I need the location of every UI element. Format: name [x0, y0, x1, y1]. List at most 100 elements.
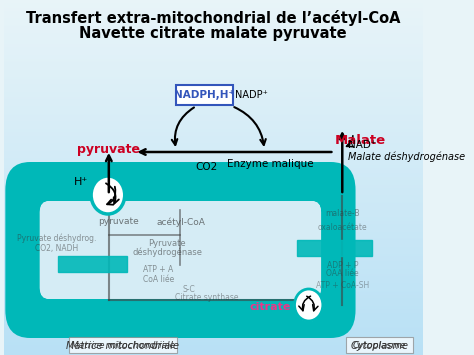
FancyBboxPatch shape [176, 85, 233, 105]
Bar [4, 254, 423, 255]
Bar [4, 192, 423, 193]
Bar [4, 36, 423, 37]
Bar [4, 152, 423, 153]
Bar [4, 79, 423, 80]
Bar [4, 313, 423, 314]
Bar [4, 260, 423, 261]
Bar [4, 220, 423, 221]
Bar [4, 163, 423, 164]
Bar [4, 18, 423, 19]
Bar [4, 273, 423, 274]
Bar [4, 323, 423, 324]
Bar [4, 158, 423, 159]
Text: déshydrogénase: déshydrogénase [132, 247, 202, 257]
Bar [4, 350, 423, 351]
Text: Matrice mitochondriale: Matrice mitochondriale [66, 341, 180, 351]
Bar [4, 287, 423, 288]
Text: CoA liée: CoA liée [143, 274, 174, 284]
Bar [4, 215, 423, 216]
Bar [4, 207, 423, 208]
Text: Cytoplasme: Cytoplasme [350, 341, 409, 351]
Bar [4, 115, 423, 116]
Bar [4, 189, 423, 190]
Bar [4, 175, 423, 176]
Bar [4, 16, 423, 17]
Text: Navette citrate malate pyruvate: Navette citrate malate pyruvate [79, 26, 347, 41]
Bar [4, 282, 423, 283]
Bar [4, 299, 423, 300]
Bar [4, 160, 423, 161]
Bar [4, 82, 423, 83]
Bar [4, 171, 423, 172]
Bar [4, 85, 423, 86]
Bar [4, 83, 423, 84]
Bar [4, 281, 423, 282]
Bar [4, 267, 423, 268]
Bar [4, 146, 423, 147]
Bar [4, 104, 423, 105]
Bar [4, 147, 423, 148]
Bar [4, 230, 423, 231]
Bar [4, 305, 423, 306]
Bar [4, 353, 423, 354]
Bar [4, 264, 423, 265]
Bar [4, 244, 423, 245]
Bar [4, 90, 423, 91]
Bar [4, 241, 423, 242]
Text: CO2, NADH: CO2, NADH [35, 244, 78, 252]
Bar [4, 156, 423, 157]
Bar [58, 256, 128, 272]
Text: pyruvate: pyruvate [98, 218, 139, 226]
Bar [4, 21, 423, 22]
Bar [4, 243, 423, 244]
Bar [4, 205, 423, 206]
Bar [4, 314, 423, 315]
Bar [4, 6, 423, 7]
Bar [4, 285, 423, 286]
Bar [4, 275, 423, 276]
Bar [4, 293, 423, 294]
Bar [4, 211, 423, 212]
Bar [4, 100, 423, 101]
Bar [4, 291, 423, 292]
Bar [4, 184, 423, 185]
Bar [4, 107, 423, 108]
Bar [4, 71, 423, 72]
Bar [4, 255, 423, 256]
Bar [4, 322, 423, 323]
Bar [4, 302, 423, 303]
Bar [4, 4, 423, 5]
Bar [4, 334, 423, 335]
Bar [4, 173, 423, 174]
FancyBboxPatch shape [69, 337, 177, 353]
Bar [4, 320, 423, 321]
Bar [4, 224, 423, 225]
Bar [4, 145, 423, 146]
Bar [4, 51, 423, 52]
Bar [4, 179, 423, 180]
Bar [4, 27, 423, 28]
Bar [4, 84, 423, 85]
Bar [4, 197, 423, 198]
Bar [4, 341, 423, 342]
Bar [4, 50, 423, 51]
Bar [4, 110, 423, 111]
Bar [4, 96, 423, 97]
Bar [4, 310, 423, 311]
Bar [4, 198, 423, 199]
Bar [4, 186, 423, 187]
Bar [4, 88, 423, 89]
Bar [4, 8, 423, 9]
Bar [4, 208, 423, 209]
Text: malate-B: malate-B [325, 208, 359, 218]
Bar [4, 242, 423, 243]
Bar [4, 92, 423, 93]
Bar [4, 339, 423, 340]
Bar [4, 45, 423, 46]
Bar [4, 294, 423, 295]
Bar [4, 347, 423, 348]
Bar [4, 69, 423, 70]
Bar [4, 168, 423, 169]
Bar [4, 53, 423, 54]
Bar [4, 167, 423, 168]
